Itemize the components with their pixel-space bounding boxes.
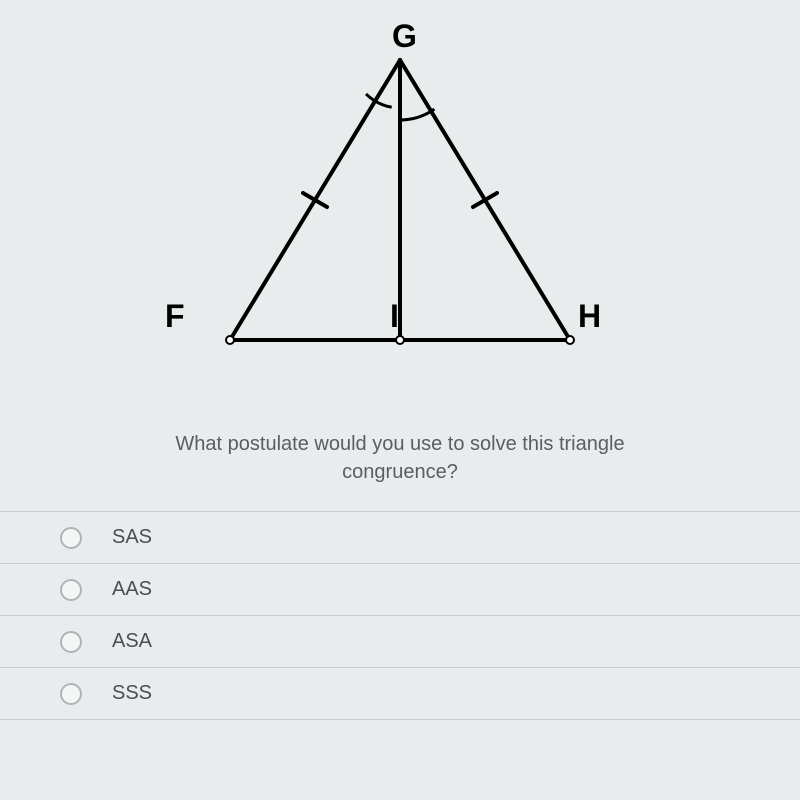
option-row-aas[interactable]: AAS [0, 563, 800, 616]
radio-icon[interactable] [60, 631, 82, 653]
question-text: What postulate would you use to solve th… [0, 430, 800, 486]
vertex-label-G: G [392, 18, 417, 55]
option-label: SSS [112, 682, 152, 705]
radio-icon[interactable] [60, 579, 82, 601]
option-label: ASA [112, 630, 152, 653]
radio-icon[interactable] [60, 527, 82, 549]
diagram-area: G F I H [0, 0, 800, 390]
question-line2: congruence? [342, 461, 458, 483]
option-row-sas[interactable]: SAS [0, 511, 800, 564]
options-container: SAS AAS ASA SSS [0, 511, 800, 720]
question-line1: What postulate would you use to solve th… [175, 433, 624, 455]
option-row-asa[interactable]: ASA [0, 615, 800, 668]
vertex-label-H: H [578, 298, 601, 335]
option-row-sss[interactable]: SSS [0, 667, 800, 720]
radio-icon[interactable] [60, 683, 82, 705]
option-label: AAS [112, 578, 152, 601]
vertex-label-I: I [390, 298, 399, 335]
vertex-label-F: F [165, 298, 185, 335]
option-label: SAS [112, 526, 152, 549]
triangle-svg [170, 30, 630, 380]
